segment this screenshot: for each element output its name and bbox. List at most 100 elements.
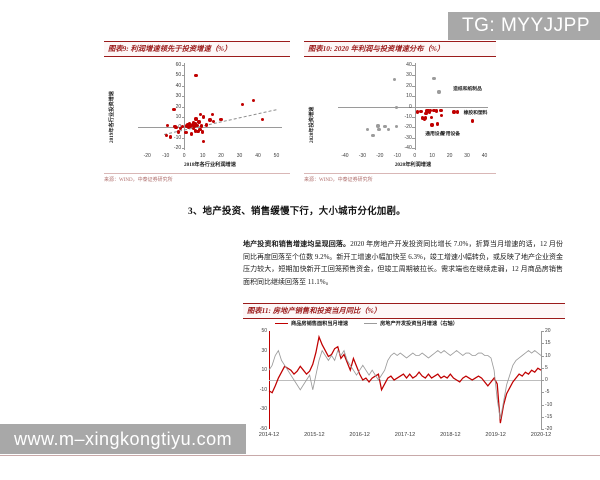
y-tick-mark [181, 106, 185, 108]
scatter-point [176, 130, 181, 134]
y-tick-label: 40 [175, 82, 182, 89]
legend-label: 商品房销售面积当月增速 [291, 321, 349, 327]
scatter-point [195, 123, 199, 128]
scatter-point [434, 109, 439, 113]
scatter-point [188, 124, 193, 128]
x-tick-label: 10 [199, 153, 206, 159]
scatter-point [184, 130, 188, 135]
chart11-lines [268, 334, 542, 424]
scatter-point [201, 140, 206, 144]
chart-annotation: 橡胶和塑料 [463, 110, 488, 116]
x-tick-label: 40 [255, 153, 261, 159]
scatter-point [189, 132, 194, 136]
y-tick-label: 30 [175, 93, 182, 100]
y-axis-title: 2019年各行业投资增速 [109, 91, 115, 144]
y-tick-mark [181, 75, 185, 77]
chart-legend: 商品房销售面积当月增速 房地产开发投资当月增速（右轴） [275, 320, 458, 327]
x-tick-label: 40 [481, 153, 488, 159]
y-right-tick-mark [541, 404, 544, 406]
scatter-point [174, 125, 178, 129]
chart10-title: 图表10: 2020 年利润与投资增速分布（%） [304, 41, 496, 57]
scatter-point [185, 124, 189, 128]
series-line [268, 349, 542, 420]
scatter-point [191, 127, 196, 131]
y-right-tick-mark [541, 331, 544, 332]
scatter-point [251, 98, 256, 102]
y-right-tick-mark [541, 343, 544, 345]
scatter-point [199, 113, 203, 117]
scatter-point [190, 123, 195, 127]
y-tick-label: 10 [406, 93, 412, 100]
y-tick-mark [181, 116, 185, 118]
scatter-point [194, 73, 198, 78]
legend-item: 房地产开发投资当月增速（右轴） [364, 320, 458, 327]
y-tick-label: -10 [404, 113, 412, 120]
y-tick-label: 30 [406, 72, 412, 79]
y-axis-title: 2020年投资增速 [309, 106, 315, 144]
scatter-point [437, 90, 441, 94]
watermark-top-right: TG: MYYJJPP [448, 12, 600, 40]
scatter-point [240, 102, 244, 107]
scatter-point [187, 126, 191, 130]
chart-annotation: 通用设备 [425, 132, 445, 138]
y-right-tick-label: 15 [545, 340, 551, 347]
scatter-point [430, 123, 434, 127]
scatter-point [198, 127, 202, 131]
y-tick-label: 40 [406, 62, 412, 69]
y-right-tick-mark [541, 367, 544, 369]
scatter-point [196, 129, 200, 134]
x-tick-label: 20 [218, 153, 224, 159]
y-tick-mark [412, 65, 415, 66]
x-tick-label: 2014-12 [258, 432, 280, 438]
y-right-tick-mark [541, 392, 544, 394]
y-right-tick-mark [541, 416, 544, 418]
y-tick-mark [412, 116, 415, 118]
y-tick-mark [181, 65, 185, 66]
chart-annotation: 专用设备 [440, 132, 461, 138]
y-right-tick-label: 5 [545, 364, 548, 371]
scatter-point [429, 115, 433, 120]
y-tick-label: -10 [173, 134, 182, 141]
scatter-point [452, 110, 456, 114]
scatter-point [211, 113, 215, 117]
y-tick-label: 0 [408, 103, 412, 110]
x-tick-label: -10 [393, 153, 401, 159]
x-tick-label: 20 [446, 153, 453, 159]
y-tick-mark [181, 147, 185, 149]
y-right-tick-label: -20 [545, 426, 553, 432]
x-tick-label: -20 [376, 153, 384, 159]
chart9-panel: 图表9: 利润增速领先于投资增速（%） -20-100102030405060-… [104, 41, 290, 183]
scatter-point [199, 124, 204, 128]
scatter-point [439, 108, 443, 113]
series-line [268, 334, 542, 424]
scatter-point [193, 122, 197, 126]
chart11-plot: 商品房销售面积当月增速 房地产开发投资当月增速（右轴） -50 -30 -10 10 30 5… [243, 319, 565, 445]
scatter-point [164, 133, 169, 138]
legend-swatch [364, 323, 378, 324]
chart9-title: 图表9: 利润增速领先于投资增速（%） [104, 41, 290, 57]
scatter-point [208, 118, 212, 122]
paragraph-body: 2020 年房地产开发投资同比增长 7.0%，折算当月增速的话，12 月份同比再… [243, 240, 563, 286]
y-tick-label: -40 [404, 144, 412, 151]
y-tick-label: -20 [173, 144, 182, 151]
legend-item: 商品房销售面积当月增速 [275, 320, 348, 327]
scatter-point [427, 110, 432, 114]
y-left-tick-label: 50 [261, 328, 267, 334]
scatter-point [172, 107, 176, 112]
x-tick-label: 30 [464, 153, 470, 159]
y-tick-mark [412, 75, 415, 77]
x-tick-label: 30 [236, 153, 243, 159]
y-tick-label: 50 [175, 72, 182, 79]
x-tick-label: -10 [162, 153, 170, 159]
x-tick-label: 2020-12 [530, 432, 552, 438]
watermark-bottom-left: www.m–xingkongtiyu.com [0, 424, 247, 454]
scatter-point [394, 105, 399, 110]
x-axis-line [138, 127, 282, 128]
scatter-point [383, 124, 387, 129]
scatter-point [377, 128, 381, 132]
chart11-title: 图表11: 房地产销售和投资当月同比（%） [243, 303, 565, 319]
y-tick-mark [181, 96, 185, 97]
x-tick-label: 2017-12 [394, 432, 416, 438]
y-tick-mark [181, 137, 185, 139]
